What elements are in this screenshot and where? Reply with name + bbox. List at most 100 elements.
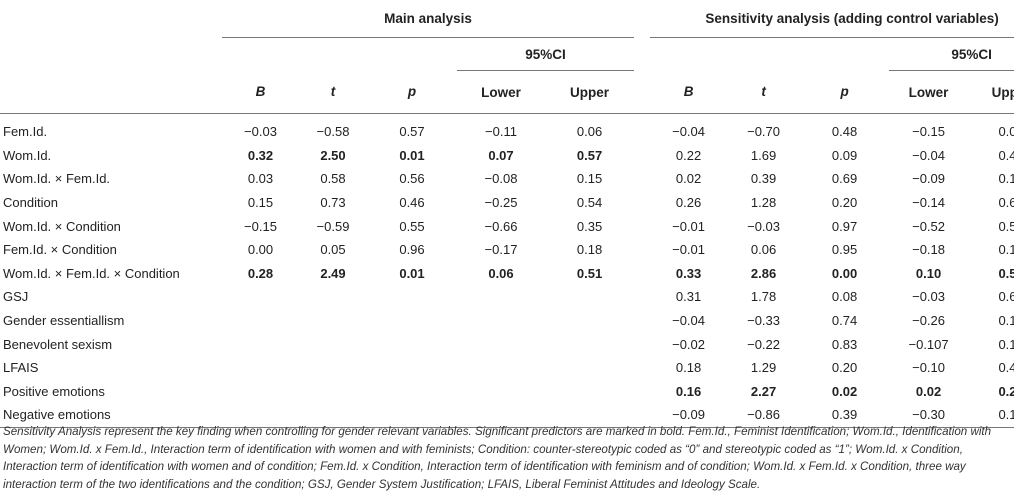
main-cell	[367, 332, 457, 356]
sensitivity-cell: −0.18	[912, 242, 946, 258]
sensitivity-cell: −0.107	[908, 336, 949, 352]
main-cell: −0.66	[484, 218, 518, 234]
row-label: Wom.Id. × Condition	[3, 218, 121, 234]
sensitivity-cell: 0.12	[968, 403, 1014, 428]
row-label: Condition	[3, 195, 58, 211]
main-col-p: p	[367, 70, 457, 114]
sensitivity-cell: 0.83	[831, 336, 858, 352]
main-col-b: B	[222, 70, 299, 114]
sensitivity-cell: −0.04	[672, 313, 706, 329]
sensitivity-cell: −0.02	[672, 336, 706, 352]
main-cell	[457, 356, 545, 380]
main-cell	[222, 332, 299, 356]
main-cell	[457, 380, 545, 404]
sensitivity-cell: 0.33	[675, 265, 702, 281]
main-cell: 0.28	[247, 265, 274, 281]
row-label: Positive emotions	[3, 383, 105, 399]
sensitivity-cell: 0.39	[800, 403, 890, 428]
sensitivity-cell: 0.48	[831, 124, 858, 140]
sensitivity-cell: 0.69	[831, 171, 858, 187]
table-row: Positive emotions 0.16 2.27 0.02 0.02 0.29	[0, 380, 1014, 404]
sensitivity-cell: 0.65	[998, 195, 1014, 211]
header-row-groups: Main analysis Sensitivity analysis (addi…	[0, 0, 1014, 38]
main-cell: −0.15	[244, 218, 277, 234]
sens-col-upper: Upper	[968, 70, 1014, 114]
row-label: Negative emotions	[0, 403, 222, 428]
main-cell: −0.03	[244, 124, 277, 140]
main-cell: 0.15	[247, 195, 274, 211]
main-cell	[222, 285, 299, 309]
table-row: Condition 0.15 0.73 0.46 −0.25 0.54 0.26 1.28 0.…	[0, 191, 1014, 215]
main-cell	[545, 403, 635, 428]
main-cell	[367, 356, 457, 380]
table-row: Wom.Id. × Condition −0.15 −0.59 0.55 −0.66 0.…	[0, 214, 1014, 238]
main-col-t: t	[299, 70, 367, 114]
sensitivity-cell: 1.28	[750, 195, 777, 211]
sensitivity-cell: 0.66	[998, 289, 1014, 305]
main-cell	[457, 309, 545, 333]
sensitivity-cell: 1.29	[750, 360, 777, 376]
sensitivity-cell: −0.52	[912, 218, 946, 234]
main-cell: 0.73	[320, 195, 346, 211]
sensitivity-cell: 0.18	[998, 313, 1014, 329]
main-cell	[457, 332, 545, 356]
table-row: GSJ 0.31 1.78 0.08 −0.03 0.66	[0, 285, 1014, 309]
sensitivity-cell: 0.95	[831, 242, 858, 258]
sensitivity-analysis-heading: Sensitivity analysis (adding control var…	[650, 0, 1014, 38]
main-cell	[299, 403, 367, 428]
main-cell: 0.06	[576, 124, 603, 140]
table-row: Wom.Id. × Fem.Id. × Condition 0.28 2.49 0.0…	[0, 262, 1014, 286]
sensitivity-cell: −0.30	[889, 403, 969, 428]
sensitivity-cell: 0.20	[831, 195, 858, 211]
main-cell: 0.06	[488, 265, 514, 281]
sensitivity-cell: 0.17	[998, 242, 1014, 258]
table-row: Gender essentiallism −0.04 −0.33 0.74 −0.26 0…	[0, 309, 1014, 333]
row-label: Benevolent sexism	[3, 336, 113, 352]
main-cell: 0.18	[576, 242, 603, 258]
main-cell: 0.01	[399, 147, 425, 163]
sensitivity-cell: 0.14	[998, 336, 1014, 352]
sensitivity-cell: 1.69	[750, 147, 777, 163]
main-cell	[299, 356, 367, 380]
sensitivity-cell: −0.01	[672, 242, 706, 258]
main-cell	[545, 332, 634, 356]
main-analysis-heading: Main analysis	[222, 0, 635, 38]
main-cell: −0.25	[484, 195, 518, 211]
main-cell: 0.07	[488, 147, 514, 163]
main-cell: 0.57	[399, 124, 425, 140]
main-cell: 0.51	[576, 265, 603, 281]
sensitivity-cell: −0.03	[747, 218, 781, 234]
sensitivity-cell: 0.10	[915, 265, 942, 281]
sensitivity-cell: 2.27	[750, 383, 777, 399]
sensitivity-cell: −0.09	[650, 403, 728, 428]
main-cell	[222, 309, 299, 333]
row-label: GSJ	[3, 289, 29, 305]
table-row: LFAIS 0.18 1.29 0.20 −0.10 0.46	[0, 356, 1014, 380]
sensitivity-cell: 0.07	[998, 124, 1014, 140]
sensitivity-cell: −0.86	[727, 403, 801, 428]
table-body: Fem.Id. −0.03 −0.58 0.57 −0.11 0.06 −0.04 −0.70…	[0, 114, 1014, 428]
sens-col-b: B	[650, 70, 728, 114]
main-cell	[545, 309, 634, 333]
main-cell: 0.58	[320, 171, 346, 187]
sensitivity-cell: −0.15	[912, 124, 946, 140]
main-cell	[545, 285, 634, 309]
main-cell	[545, 380, 634, 404]
header-row-columns: B t p Lower Upper B t p Lower Upper	[0, 70, 1014, 114]
main-cell: 0.03	[247, 171, 274, 187]
main-cell: 0.55	[399, 218, 425, 234]
sensitivity-cell: 0.13	[998, 171, 1014, 187]
sensitivity-cell: 2.86	[750, 265, 777, 281]
row-label: Wom.Id. × Fem.Id.	[3, 171, 111, 187]
main-cell: −0.58	[316, 124, 350, 140]
sensitivity-cell: 1.78	[750, 289, 777, 305]
sensitivity-cell: 0.22	[675, 147, 702, 163]
table-row: Wom.Id. × Fem.Id. 0.03 0.58 0.56 −0.08 0.15 0.…	[0, 167, 1014, 191]
main-cell: −0.17	[484, 242, 518, 258]
row-label: Gender essentiallism	[3, 313, 125, 329]
main-cell	[545, 356, 634, 380]
sensitivity-cell: 0.09	[831, 147, 858, 163]
main-cell: 0.54	[576, 195, 603, 211]
main-cell: 0.05	[320, 242, 346, 258]
row-label: Fem.Id. × Condition	[3, 242, 117, 258]
